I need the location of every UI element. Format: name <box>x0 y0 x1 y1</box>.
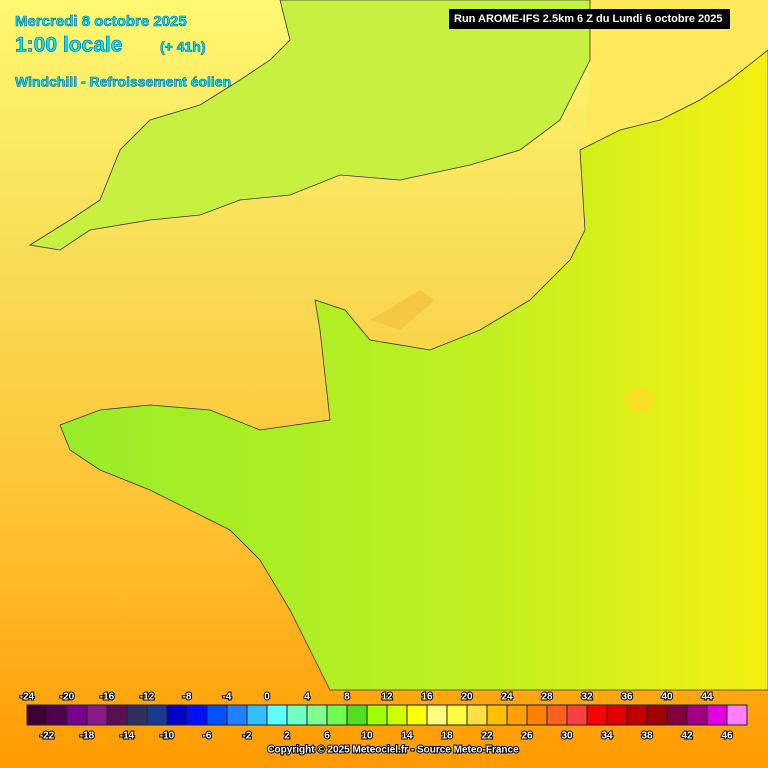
legend-label: -2 <box>243 731 252 742</box>
legend-label: 0 <box>264 692 270 703</box>
legend-label: -22 <box>40 731 55 742</box>
legend-label: 10 <box>361 731 373 742</box>
run-box <box>449 9 730 29</box>
legend-swatch <box>206 704 228 726</box>
legend-swatch <box>706 704 728 726</box>
color-legend: -24 -20 -16 -12 -8 -4 0 4 8 12 16 20 24 28 32 36 40 44-22… <box>19 691 748 743</box>
legend-label: -20 <box>60 692 75 703</box>
legend-swatch <box>606 704 628 726</box>
legend-label: 42 <box>681 731 693 742</box>
legend-label: 12 <box>381 692 393 703</box>
legend-swatch <box>326 704 348 726</box>
legend-label: 4 <box>304 692 310 703</box>
legend-label: 16 <box>421 692 433 703</box>
legend-label: 32 <box>581 692 593 703</box>
legend-label: 8 <box>344 692 350 703</box>
legend-label: 20 <box>461 692 473 703</box>
legend-swatch <box>146 704 168 726</box>
legend-swatch <box>446 704 468 726</box>
legend-label: 22 <box>481 731 493 742</box>
legend-swatch <box>426 704 448 726</box>
france <box>59 49 768 691</box>
legend-label: 26 <box>521 731 533 742</box>
legend-swatch <box>246 704 268 726</box>
legend-label: -24 <box>20 692 35 703</box>
legend-label: 44 <box>701 692 713 703</box>
legend-swatch <box>266 704 288 726</box>
legend-swatch <box>106 704 128 726</box>
parameter: Windchill - Refroissement éolien <box>15 74 231 90</box>
legend-swatch <box>306 704 328 726</box>
legend-label: -10 <box>160 731 175 742</box>
legend-label: 40 <box>661 692 673 703</box>
legend-swatch <box>466 704 488 726</box>
legend-label: 28 <box>541 692 553 703</box>
lead-time: (+ 41h) <box>160 39 206 55</box>
legend-label: -18 <box>80 731 95 742</box>
legend-label: -16 <box>100 692 115 703</box>
legend-swatch <box>286 704 308 726</box>
legend-swatch <box>366 704 388 726</box>
legend-swatch <box>166 704 188 726</box>
legend-label: 24 <box>501 692 513 703</box>
legend-label: 18 <box>441 731 453 742</box>
legend-label: 38 <box>641 731 653 742</box>
legend-swatch <box>586 704 608 726</box>
date: Mercredi 8 octobre 2025 <box>15 13 187 30</box>
legend-swatch <box>526 704 548 726</box>
legend-label: -6 <box>203 731 212 742</box>
legend-swatch <box>126 704 148 726</box>
legend-label: 34 <box>601 731 613 742</box>
run-info: Run AROME-IFS 2.5km 6 Z du Lundi 6 octob… <box>454 13 723 25</box>
legend-swatch <box>646 704 668 726</box>
legend-swatch <box>66 704 88 726</box>
legend-label: -8 <box>183 692 192 703</box>
time: 1:00 locale <box>15 34 122 57</box>
paris <box>625 388 655 412</box>
legend-label: 6 <box>324 731 330 742</box>
legend-swatch <box>406 704 428 726</box>
legend-swatch <box>386 704 408 726</box>
legend-label: -12 <box>140 692 155 703</box>
legend-label: 14 <box>401 731 413 742</box>
legend-swatch <box>686 704 708 726</box>
legend-swatch <box>86 704 108 726</box>
legend-swatch <box>566 704 588 726</box>
legend-label: 30 <box>561 731 573 742</box>
legend-swatch <box>186 704 208 726</box>
channel-warm-patch <box>370 290 435 330</box>
legend-swatch <box>226 704 248 726</box>
legend-label: 46 <box>721 731 733 742</box>
legend-label: 2 <box>284 731 290 742</box>
copyright: Copyright © 2025 Meteociel.fr - Source M… <box>267 745 519 756</box>
legend-swatch <box>626 704 648 726</box>
legend-swatch <box>26 704 48 726</box>
legend-swatch <box>726 704 748 726</box>
legend-label: -4 <box>223 692 232 703</box>
legend-swatch <box>666 704 688 726</box>
legend-swatch <box>506 704 528 726</box>
legend-swatch <box>346 704 368 726</box>
legend-swatch <box>46 704 68 726</box>
england <box>28 0 591 251</box>
legend-swatch <box>546 704 568 726</box>
legend-swatch <box>486 704 508 726</box>
north-sea <box>585 0 768 150</box>
legend-label: 36 <box>621 692 633 703</box>
legend-label: -14 <box>120 731 135 742</box>
